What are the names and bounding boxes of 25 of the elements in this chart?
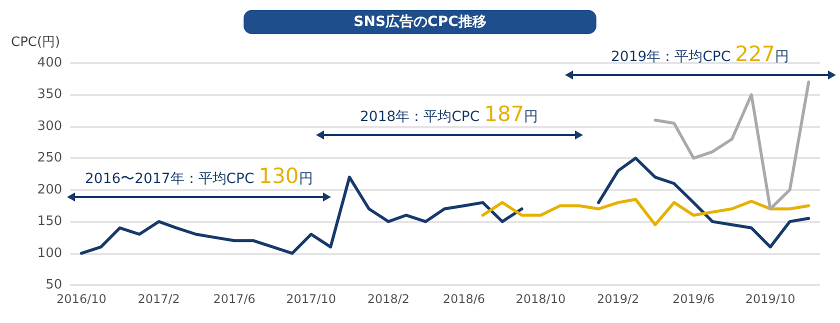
x-tick-label: 2017/10	[286, 292, 336, 306]
y-axis-title: CPC(円)	[10, 35, 60, 50]
annotation: 2018年：平均CPC 187円	[360, 101, 538, 128]
x-tick-label: 2019/10	[745, 292, 796, 306]
annotation: 2019年：平均CPC 227円	[611, 41, 790, 68]
y-tick-label: 300	[37, 118, 62, 134]
y-tick-label: 400	[37, 56, 62, 70]
x-tick-label: 2017/6	[213, 292, 256, 306]
x-tick-label: 2018/2	[367, 292, 410, 306]
x-tick-label: 2018/6	[442, 292, 486, 306]
x-tick-label: 2019/6	[672, 292, 715, 306]
y-tick-label: 200	[37, 182, 62, 198]
y-tick-label: 250	[37, 150, 62, 166]
y-tick-label: 50	[46, 278, 62, 292]
chart-title: SNS広告のCPC推移	[354, 13, 486, 30]
y-tick-label: 350	[37, 87, 62, 102]
x-tick-label: 2017/2	[138, 292, 180, 306]
x-tick-label: 2016/10	[56, 292, 106, 306]
annotation: 2016〜2017年：平均CPC 130円	[85, 163, 313, 190]
line-series	[654, 80, 810, 210]
x-tick-label: 2018/10	[516, 292, 566, 306]
y-tick-label: 100	[37, 246, 62, 261]
x-tick-label: 2019/2	[596, 292, 640, 306]
y-tick-label: 150	[37, 214, 62, 230]
line-series	[481, 198, 810, 226]
